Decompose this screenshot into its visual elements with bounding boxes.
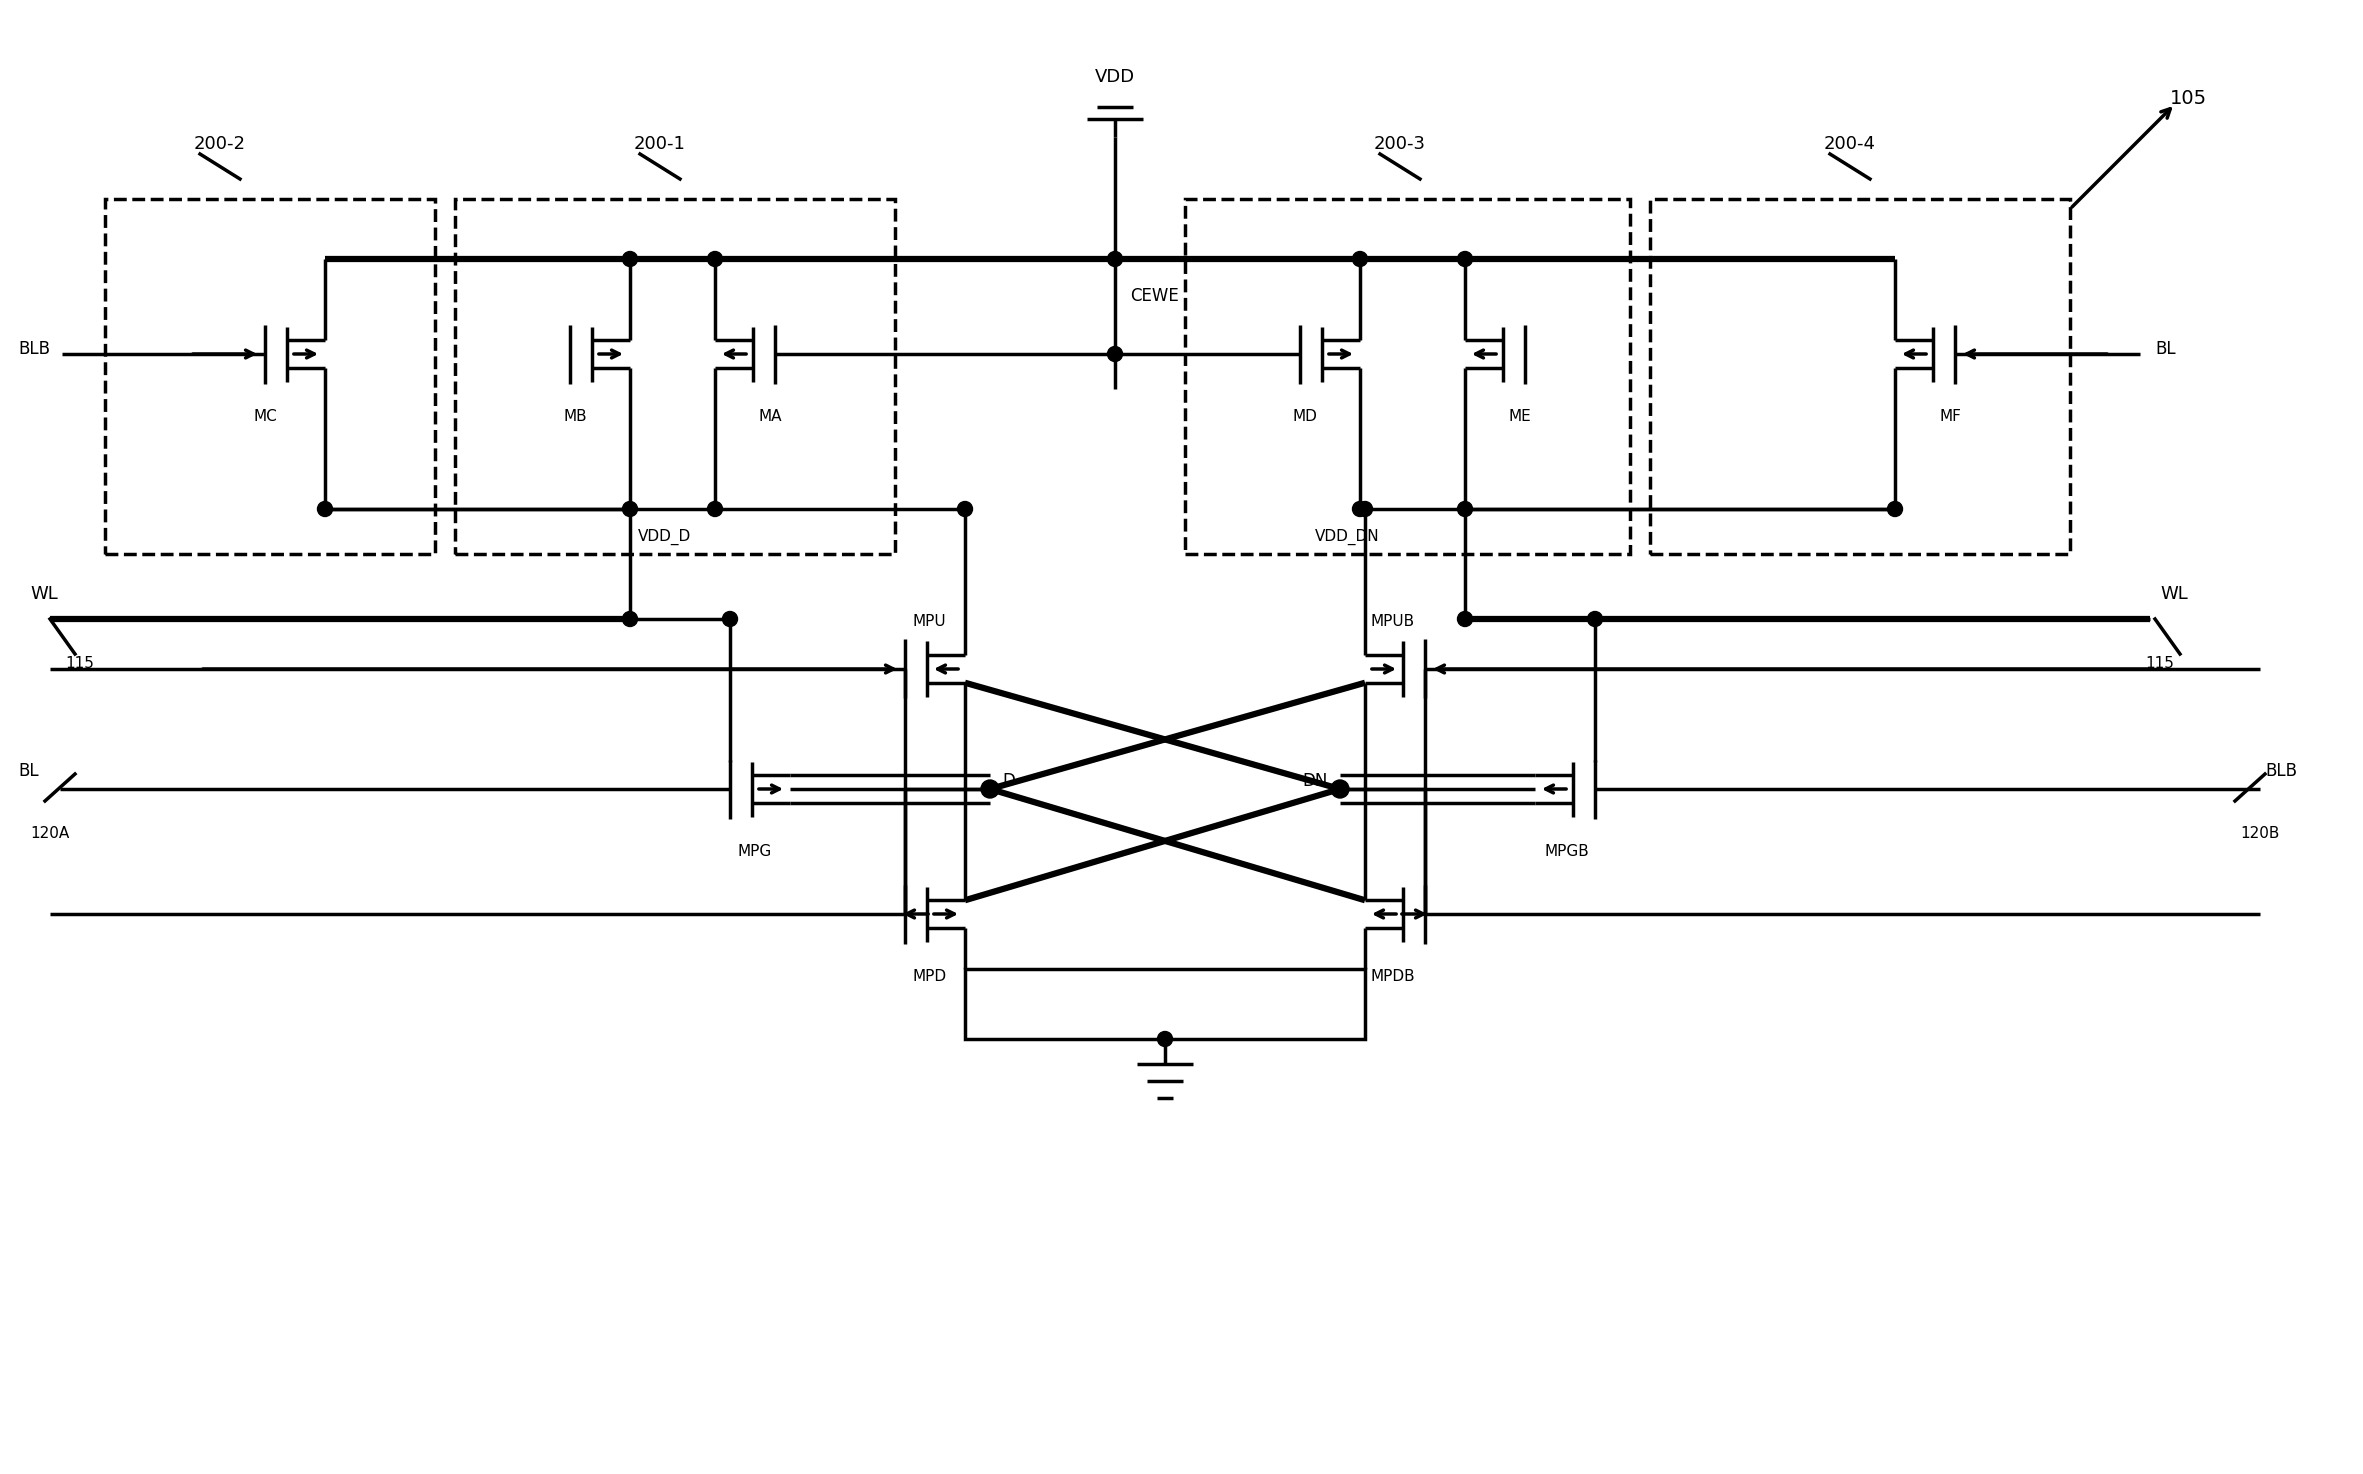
Circle shape (1588, 612, 1602, 626)
Text: D: D (1002, 772, 1014, 790)
Bar (1184, 199, 1630, 554)
Circle shape (1356, 501, 1373, 516)
Circle shape (1458, 252, 1472, 267)
Text: MPG: MPG (737, 845, 773, 859)
Circle shape (723, 612, 737, 626)
Text: BL: BL (19, 762, 38, 780)
Text: DN: DN (1302, 772, 1328, 790)
Circle shape (1330, 780, 1349, 797)
Text: 105: 105 (2169, 90, 2207, 109)
Circle shape (1352, 501, 1368, 516)
Text: BL: BL (2155, 340, 2176, 358)
Text: MF: MF (1940, 408, 1961, 425)
Text: VDD_D: VDD_D (638, 529, 692, 545)
Circle shape (1158, 1032, 1172, 1047)
Circle shape (1352, 252, 1368, 267)
Text: MPGB: MPGB (1545, 845, 1590, 859)
Circle shape (621, 501, 638, 516)
Text: 115: 115 (66, 656, 95, 672)
Text: MPUB: MPUB (1371, 615, 1415, 629)
Text: MPDB: MPDB (1371, 968, 1415, 985)
Bar (964, 968, 1366, 1039)
Text: 120A: 120A (31, 827, 69, 842)
Text: MPU: MPU (912, 615, 948, 629)
Circle shape (317, 501, 333, 516)
Circle shape (1108, 346, 1122, 361)
Text: 120B: 120B (2240, 827, 2280, 842)
Circle shape (957, 501, 974, 516)
Circle shape (1458, 501, 1472, 516)
Text: MC: MC (253, 408, 276, 425)
Circle shape (621, 252, 638, 267)
Circle shape (1458, 612, 1472, 626)
Text: WL: WL (31, 585, 57, 603)
Text: MB: MB (562, 408, 586, 425)
Circle shape (621, 612, 638, 626)
Text: WL: WL (2160, 585, 2188, 603)
Text: 200-2: 200-2 (194, 136, 246, 153)
Text: BLB: BLB (19, 340, 50, 358)
Text: VDD: VDD (1094, 68, 1134, 85)
Text: 200-1: 200-1 (633, 136, 685, 153)
Circle shape (981, 780, 1000, 797)
Bar (1649, 199, 2070, 554)
Text: BLB: BLB (2266, 762, 2297, 780)
Text: MD: MD (1293, 408, 1319, 425)
Bar (104, 199, 435, 554)
Circle shape (1888, 501, 1902, 516)
Bar (456, 199, 896, 554)
Circle shape (707, 501, 723, 516)
Circle shape (707, 252, 723, 267)
Text: 200-4: 200-4 (1824, 136, 1876, 153)
Text: 115: 115 (2146, 656, 2174, 672)
Text: MPD: MPD (912, 968, 948, 985)
Text: 200-3: 200-3 (1373, 136, 1425, 153)
Text: CEWE: CEWE (1130, 287, 1179, 305)
Text: VDD_DN: VDD_DN (1314, 529, 1380, 545)
Text: ME: ME (1508, 408, 1531, 425)
Text: MA: MA (759, 408, 782, 425)
Circle shape (1108, 252, 1122, 267)
